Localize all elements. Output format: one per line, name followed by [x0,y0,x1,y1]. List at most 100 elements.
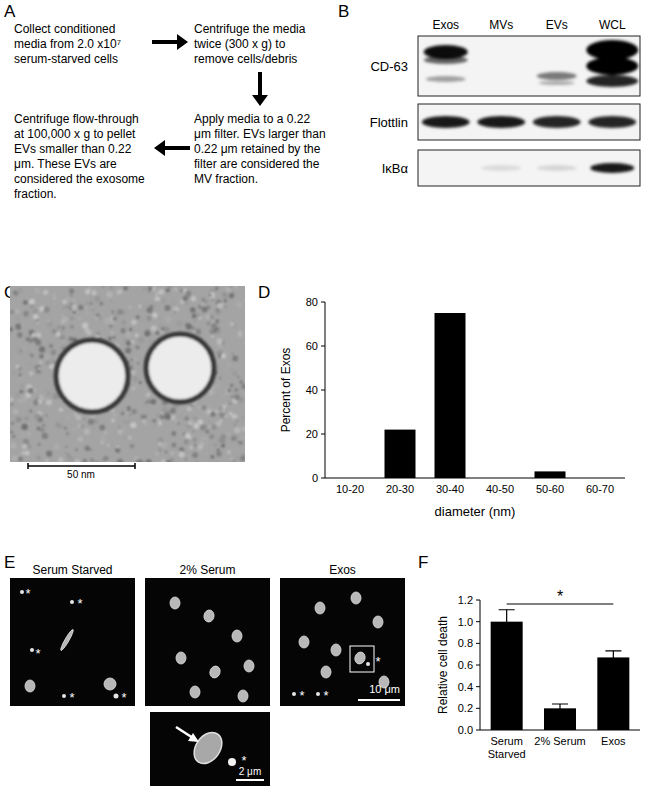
em-grain [151,399,157,405]
em-grain [89,286,91,288]
em-grain [241,384,245,389]
inset-arrow-head [188,733,199,742]
em-grain [235,321,238,324]
x-tick-label: Exos [601,735,626,747]
em-grain [110,315,116,321]
em-grain [234,286,237,288]
em-grain [194,417,196,419]
em-grain [219,377,222,380]
blot-bands [481,163,634,173]
em-grain [160,298,166,304]
em-grain [113,414,115,416]
em-grain [219,335,222,338]
em-grain [108,337,112,341]
em-grain [106,288,109,291]
em-grain [29,409,32,412]
chart: 02040608010-2020-3030-4040-5050-6060-70d… [279,296,625,519]
em-grain [146,392,150,396]
em-grain [21,324,25,328]
em-grain [16,316,20,320]
em-grain [37,443,40,446]
em-grain [111,418,115,422]
em-grain [18,373,21,376]
scale-bar-label: 2 μm [239,766,261,777]
nucleus [315,602,325,614]
em-grain [219,412,225,418]
em-grain [215,287,218,290]
em-grain [42,433,48,439]
em-grain [33,400,39,406]
plot-marks [385,313,566,478]
em-grain [90,302,93,305]
em-grain [152,419,156,423]
em-grain [70,325,74,329]
em-grain [224,299,227,302]
em-grain [236,301,242,307]
em-grain [83,418,85,420]
em-grain [211,424,217,430]
nucleus [188,727,227,769]
nucleus [176,652,186,664]
em-grain [99,425,105,431]
em-grain [35,339,41,345]
y-tick-label: 80 [306,296,318,308]
y-tick-label: 0 [312,472,318,484]
em-grain [134,457,138,461]
em-grain [243,299,245,302]
em-grain [218,406,223,411]
nucleus [170,597,180,609]
em-grain [101,441,104,444]
em-grain [143,287,146,290]
em-grain [45,414,47,416]
em-grain [209,292,215,298]
em-grain [93,419,98,424]
em-grain [78,424,82,428]
em-grain [218,350,222,354]
micrograph-background [280,578,405,706]
nucleus [331,644,341,656]
em-grain [75,449,77,451]
em-grain [43,290,48,295]
micrograph-background [145,578,270,706]
x-tick-label: 60-70 [586,483,614,495]
em-grain [131,340,135,344]
scale-bar [236,779,264,781]
em-grain [170,300,176,306]
em-grain [176,320,182,326]
em-grain [131,319,137,325]
em-grain [116,446,118,448]
em-grain [193,438,198,443]
em-grain [200,302,205,307]
em-grain [223,395,225,397]
em-grain [30,390,33,393]
em-grain [142,419,146,423]
em-grain [65,445,68,448]
em-grain [121,412,125,416]
em-grain [53,293,55,295]
em-grain [133,357,137,361]
em-grain [21,431,25,435]
em-grain [141,319,144,322]
asterisk: * [69,690,74,705]
em-grain [123,421,125,423]
em-grain [40,428,45,433]
em-grain [206,322,210,326]
em-grain [215,319,219,323]
em-grain [15,392,21,398]
em-grain [234,394,240,400]
em-grain [229,402,231,404]
em-grain [36,321,38,324]
blot-row-label: Flottlin [370,115,408,130]
flow-arrow [152,34,188,50]
nucleus [238,690,248,702]
inset-arrow-shaft [176,727,193,738]
bar [385,430,416,478]
em-grain [228,286,233,289]
em-grain [86,311,88,313]
asterisk: * [121,690,126,705]
em-grain [97,332,100,335]
em-grain [227,450,231,454]
em-grain [168,286,172,288]
nucleus [351,592,361,604]
em-grain [32,309,37,314]
